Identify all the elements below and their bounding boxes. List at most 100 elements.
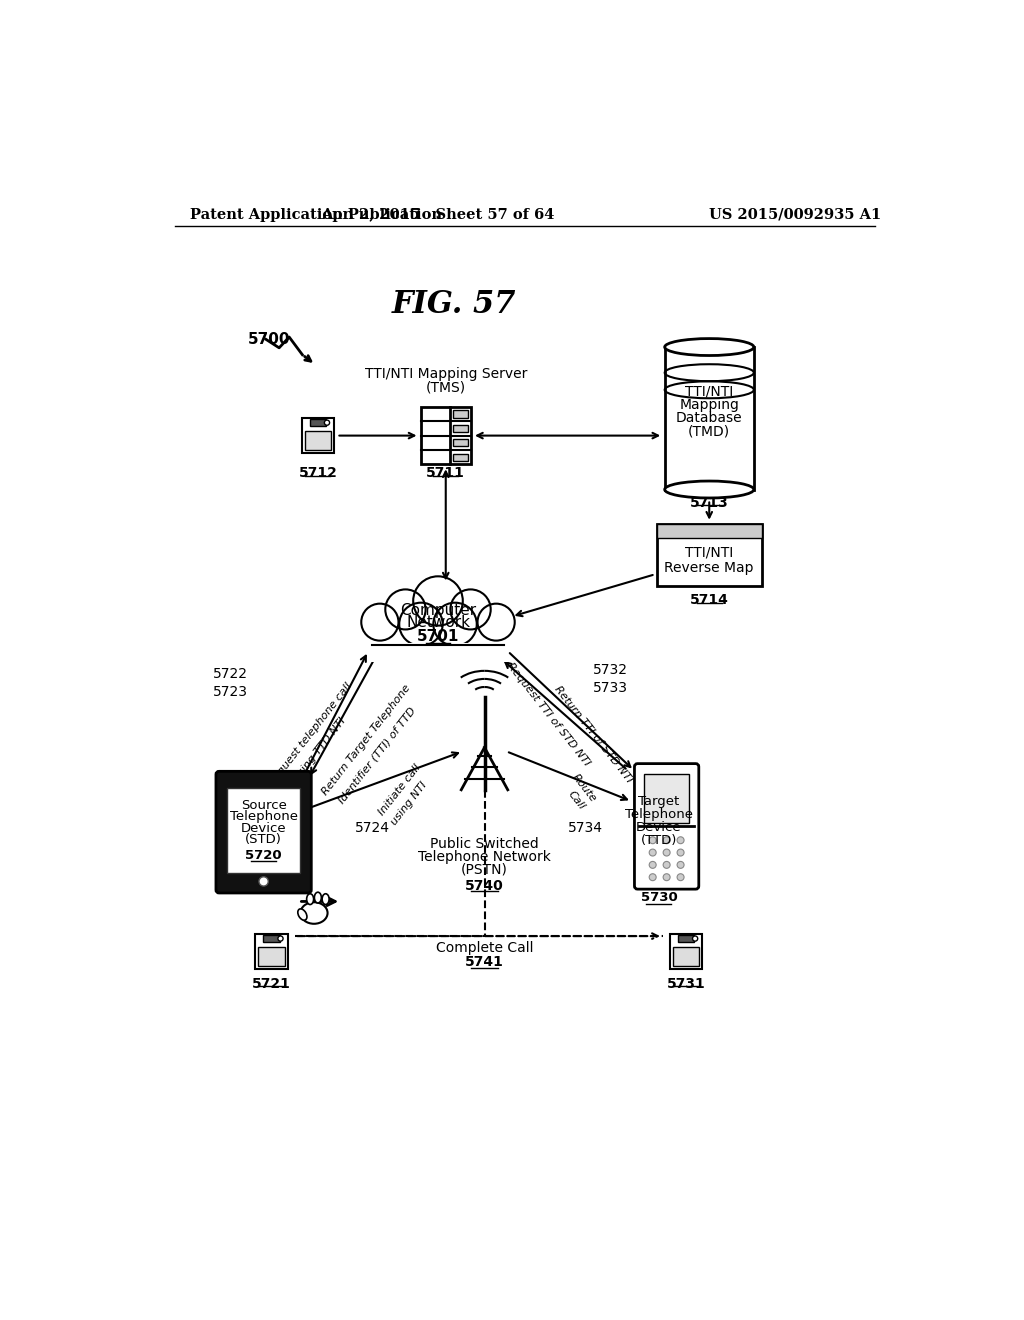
Circle shape: [451, 590, 490, 630]
FancyBboxPatch shape: [635, 763, 698, 890]
Text: Computer: Computer: [400, 603, 476, 618]
Circle shape: [649, 874, 656, 880]
Circle shape: [677, 837, 684, 843]
Text: Request TTI of STD NTI: Request TTI of STD NTI: [505, 661, 592, 768]
Text: 5722: 5722: [213, 668, 248, 681]
FancyBboxPatch shape: [657, 524, 762, 539]
Text: 5733: 5733: [593, 681, 628, 696]
Text: (TMS): (TMS): [426, 380, 466, 395]
Ellipse shape: [314, 892, 322, 903]
Circle shape: [664, 874, 670, 880]
Text: Public Switched: Public Switched: [430, 837, 539, 850]
Text: 5734: 5734: [567, 821, 603, 836]
Circle shape: [677, 862, 684, 869]
Circle shape: [385, 590, 426, 630]
Text: Initiate call: Initiate call: [376, 763, 422, 817]
Ellipse shape: [300, 903, 328, 924]
Circle shape: [677, 874, 684, 880]
Ellipse shape: [665, 338, 754, 355]
Text: Device: Device: [241, 822, 287, 834]
Text: Database: Database: [676, 412, 742, 425]
Text: Request telephone call: Request telephone call: [267, 681, 353, 788]
Circle shape: [664, 849, 670, 857]
Text: Call: Call: [565, 789, 587, 812]
Ellipse shape: [323, 894, 329, 904]
FancyBboxPatch shape: [678, 935, 694, 941]
Text: 5714: 5714: [690, 594, 729, 607]
Circle shape: [649, 849, 656, 857]
Text: (TTD): (TTD): [641, 834, 677, 847]
Text: Reverse Map: Reverse Map: [665, 561, 754, 576]
Text: Device: Device: [636, 821, 682, 834]
Text: Telephone: Telephone: [625, 808, 693, 821]
Text: FIG. 57: FIG. 57: [391, 289, 516, 321]
Text: TTI/NTI Mapping Server: TTI/NTI Mapping Server: [365, 367, 527, 381]
Text: 5720: 5720: [246, 849, 282, 862]
Text: 5724: 5724: [354, 821, 389, 836]
Text: using NTI: using NTI: [389, 780, 428, 828]
Text: 5732: 5732: [593, 664, 628, 677]
Text: Identifier (TTI) of TTD: Identifier (TTI) of TTD: [337, 705, 418, 805]
Circle shape: [414, 577, 463, 626]
Text: 5730: 5730: [640, 891, 677, 904]
Text: Target: Target: [638, 795, 680, 808]
FancyBboxPatch shape: [657, 524, 762, 586]
Text: Telephone: Telephone: [229, 810, 298, 824]
Circle shape: [664, 837, 670, 843]
Circle shape: [649, 837, 656, 843]
Text: 5731: 5731: [667, 977, 706, 991]
Ellipse shape: [665, 480, 754, 498]
Circle shape: [677, 849, 684, 857]
Text: Return TTI of STD NTI: Return TTI of STD NTI: [552, 684, 634, 784]
FancyBboxPatch shape: [305, 430, 331, 450]
FancyBboxPatch shape: [372, 622, 504, 645]
FancyBboxPatch shape: [255, 933, 288, 969]
Text: 5741: 5741: [465, 954, 504, 969]
Circle shape: [278, 936, 283, 941]
FancyBboxPatch shape: [216, 771, 311, 892]
FancyBboxPatch shape: [369, 643, 508, 663]
Text: (PSTN): (PSTN): [461, 863, 508, 876]
Text: TTI/NTI: TTI/NTI: [685, 384, 733, 399]
Circle shape: [477, 603, 515, 640]
FancyBboxPatch shape: [302, 418, 334, 453]
Text: Complete Call: Complete Call: [436, 941, 534, 954]
FancyBboxPatch shape: [644, 775, 689, 822]
Text: Patent Application Publication: Patent Application Publication: [190, 207, 442, 222]
FancyBboxPatch shape: [421, 407, 471, 465]
Text: Route: Route: [569, 772, 598, 804]
Text: 5713: 5713: [690, 496, 729, 510]
Text: 5711: 5711: [426, 466, 465, 480]
Circle shape: [361, 603, 398, 640]
FancyBboxPatch shape: [673, 946, 699, 966]
Text: using TTD NTI: using TTD NTI: [293, 717, 348, 783]
Ellipse shape: [306, 894, 313, 904]
Circle shape: [259, 876, 268, 886]
FancyBboxPatch shape: [670, 933, 702, 969]
Text: 5740: 5740: [465, 879, 504, 894]
Ellipse shape: [298, 909, 307, 920]
FancyBboxPatch shape: [453, 440, 468, 446]
Circle shape: [399, 603, 442, 645]
Text: Source: Source: [241, 799, 287, 812]
FancyBboxPatch shape: [665, 347, 754, 490]
Text: Apr. 2, 2015   Sheet 57 of 64: Apr. 2, 2015 Sheet 57 of 64: [322, 207, 555, 222]
FancyBboxPatch shape: [453, 454, 468, 461]
Circle shape: [664, 862, 670, 869]
FancyBboxPatch shape: [453, 411, 468, 417]
Circle shape: [325, 420, 330, 425]
Text: 5700: 5700: [248, 331, 291, 347]
FancyBboxPatch shape: [258, 946, 285, 966]
Text: 5721: 5721: [252, 977, 291, 991]
Text: Telephone Network: Telephone Network: [418, 850, 551, 863]
Circle shape: [692, 936, 697, 941]
Text: (TMD): (TMD): [688, 424, 730, 438]
Text: 5723: 5723: [213, 685, 248, 700]
Text: Return Target Telephone: Return Target Telephone: [321, 682, 413, 797]
FancyBboxPatch shape: [453, 425, 468, 432]
Text: Network: Network: [406, 615, 470, 630]
Text: Mapping: Mapping: [679, 399, 739, 412]
FancyBboxPatch shape: [309, 418, 326, 426]
Text: US 2015/0092935 A1: US 2015/0092935 A1: [710, 207, 882, 222]
Circle shape: [433, 603, 477, 645]
